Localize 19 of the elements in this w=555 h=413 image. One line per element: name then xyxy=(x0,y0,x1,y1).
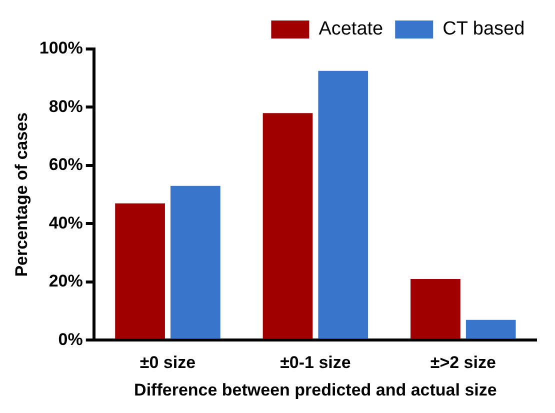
legend-label: CT based xyxy=(442,18,525,40)
bar xyxy=(410,279,460,339)
bar xyxy=(262,113,313,339)
x-tick-label: ±0-1 size xyxy=(280,353,351,372)
bar xyxy=(115,203,165,339)
y-tick-label: 0% xyxy=(58,330,83,349)
x-tick-label: ±>2 size xyxy=(430,353,496,372)
bar xyxy=(170,186,220,339)
y-tick-label: 80% xyxy=(48,96,83,116)
x-tick-label: ±0 size xyxy=(140,353,196,372)
y-tick-label: 40% xyxy=(48,213,83,232)
bar xyxy=(318,70,368,339)
y-tick-label: 20% xyxy=(48,272,83,291)
y-tick-label: 60% xyxy=(48,155,83,174)
legend-label: Acetate xyxy=(318,18,384,40)
y-tick-label: 100% xyxy=(39,38,83,58)
bar xyxy=(466,320,516,339)
y-axis-title: Percentage of cases xyxy=(12,112,31,277)
x-axis-title: Difference between predicted and actual size xyxy=(134,380,497,400)
